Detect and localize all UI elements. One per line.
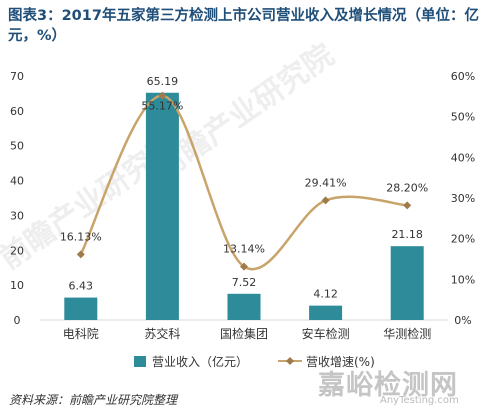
- legend-swatch-bar: [134, 356, 146, 367]
- y-left-tick-label: 50: [10, 140, 24, 153]
- bar-data-label: 65.19: [147, 75, 179, 88]
- x-tick-label: 安车检测: [302, 326, 350, 341]
- y-right-tick-label: 50%: [451, 111, 475, 124]
- y-left-tick-label: 20: [10, 244, 24, 257]
- x-tick-label: 国检集团: [220, 326, 268, 341]
- bar: [390, 246, 424, 320]
- source-note: 资料来源：前瞻产业研究院整理: [9, 393, 178, 407]
- legend-label-bar: 营业收入（亿元）: [152, 354, 248, 369]
- line-data-label: 13.14%: [223, 243, 265, 256]
- line-data-label: 29.41%: [305, 176, 347, 189]
- y-right-tick-label: 10%: [451, 273, 475, 286]
- y-left-tick-label: 70: [10, 70, 24, 83]
- bar: [64, 297, 98, 320]
- line-data-label: 28.20%: [386, 181, 428, 194]
- y-left-tick-label: 0: [14, 314, 21, 327]
- bar-data-label: 4.12: [313, 288, 338, 301]
- bar: [309, 305, 343, 320]
- y-right-tick-label: 40%: [451, 151, 475, 164]
- y-left-tick-label: 60: [10, 105, 24, 118]
- y-right-tick-label: 30%: [451, 192, 475, 205]
- legend-swatch-marker: [286, 357, 294, 365]
- y-right-tick-label: 60%: [451, 70, 475, 83]
- y-right-tick-label: 20%: [451, 233, 475, 246]
- watermark-corner-sub: AnyTesting.com: [380, 395, 459, 406]
- chart-title: 图表3：2017年五家第三方检测上市公司营业收入及增长情况（单位：亿元，%）: [8, 8, 479, 44]
- x-tick-label: 电科院: [63, 327, 99, 341]
- line-point: [158, 91, 167, 100]
- y-left-tick-label: 10: [10, 279, 24, 292]
- line-data-label: 16.13%: [60, 230, 102, 243]
- growth-line: [79, 94, 408, 271]
- line-point: [403, 201, 412, 210]
- line-point: [76, 250, 85, 259]
- x-tick-label: 苏交科: [144, 326, 180, 341]
- bar: [145, 92, 179, 320]
- line-point: [321, 196, 330, 205]
- y-right-tick-label: 0%: [454, 314, 471, 327]
- legend-label-line: 营收增速(%): [306, 355, 375, 369]
- bar: [227, 293, 261, 320]
- line-point: [240, 262, 248, 271]
- y-left-tick-label: 30: [10, 209, 24, 222]
- y-left-tick-label: 40: [10, 175, 24, 188]
- x-tick-label: 华测检测: [383, 326, 431, 341]
- bar-data-label: 7.52: [232, 276, 257, 289]
- watermark-corner: 嘉峪检测网: [318, 370, 458, 401]
- bar-data-label: 21.18: [391, 228, 423, 241]
- line-data-label: 55.17%: [141, 100, 183, 113]
- bar-data-label: 6.43: [69, 280, 94, 293]
